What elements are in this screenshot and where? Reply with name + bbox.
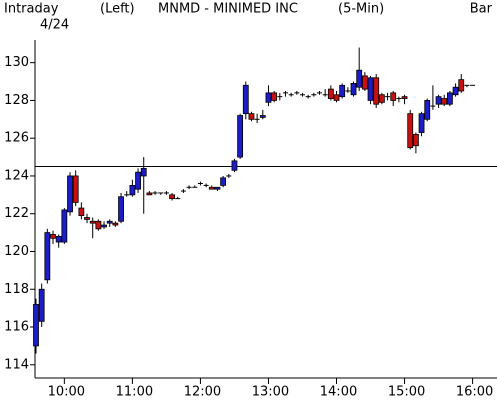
x-tick-label: 10:00 bbox=[48, 385, 85, 400]
candle-body bbox=[407, 113, 414, 149]
candle-body bbox=[237, 115, 244, 158]
candle-body bbox=[418, 113, 425, 133]
candle-body bbox=[390, 92, 397, 101]
y-tick-label: 114 bbox=[4, 357, 29, 372]
candle-body bbox=[447, 92, 453, 105]
y-tick-label: 126 bbox=[4, 131, 29, 146]
axis-side: (Left) bbox=[100, 2, 135, 17]
candle-body bbox=[401, 96, 408, 99]
candle-body bbox=[339, 84, 346, 98]
x-tick-label: 15:00 bbox=[388, 385, 425, 400]
candle-body bbox=[231, 160, 238, 171]
candle-body bbox=[208, 186, 215, 190]
candle-body bbox=[458, 79, 465, 92]
candle-body bbox=[84, 217, 90, 220]
y-tick-label: 124 bbox=[4, 168, 29, 183]
x-tick-label: 12:00 bbox=[184, 385, 221, 400]
style-label: Bar bbox=[470, 2, 493, 17]
candle-body bbox=[412, 134, 419, 147]
candle-body bbox=[452, 86, 459, 96]
candle-body bbox=[95, 220, 102, 230]
y-tick-label: 120 bbox=[4, 244, 29, 259]
candle-body bbox=[118, 196, 124, 222]
candle-body bbox=[89, 220, 96, 224]
candle-body bbox=[135, 171, 141, 190]
candle-body bbox=[361, 75, 368, 90]
x-tick-label: 16:00 bbox=[456, 385, 493, 400]
interval-label: (5-Min) bbox=[338, 2, 384, 17]
candle-body bbox=[129, 184, 136, 196]
candle-body bbox=[435, 96, 442, 105]
chart-title: MNMD - MINIMED INC bbox=[158, 2, 298, 17]
candle-body bbox=[242, 84, 249, 115]
candle-body bbox=[378, 94, 385, 103]
period-label: Intraday bbox=[4, 2, 59, 17]
candle-body bbox=[424, 100, 431, 120]
candle-body bbox=[367, 77, 374, 101]
candle-body bbox=[55, 235, 62, 243]
candle-body bbox=[146, 192, 153, 196]
x-tick-label: 13:00 bbox=[252, 385, 289, 400]
candle-body bbox=[78, 207, 85, 217]
candle-body bbox=[140, 168, 147, 177]
y-tick-label: 130 bbox=[4, 55, 29, 70]
candle-body bbox=[72, 175, 79, 203]
candle-body bbox=[38, 288, 45, 322]
date-label: 4/24 bbox=[40, 18, 69, 33]
candle-body bbox=[214, 186, 221, 190]
candle-body bbox=[33, 303, 39, 347]
candle-body bbox=[333, 94, 340, 101]
candle-body bbox=[271, 92, 278, 101]
candle-body bbox=[327, 88, 334, 99]
y-tick-label: 116 bbox=[4, 320, 29, 335]
candle-body bbox=[67, 175, 73, 213]
y-tick-label: 122 bbox=[4, 206, 29, 221]
y-tick-label: 128 bbox=[4, 93, 29, 108]
candle-body bbox=[106, 220, 113, 224]
candle-body bbox=[373, 77, 380, 105]
candle-body bbox=[259, 115, 266, 118]
candle-body bbox=[356, 69, 363, 88]
x-tick-label: 11:00 bbox=[116, 385, 153, 400]
candle-body bbox=[44, 232, 51, 281]
candle-body bbox=[61, 209, 68, 243]
y-tick-label: 118 bbox=[4, 282, 29, 297]
candle-body bbox=[248, 113, 255, 120]
candle-body bbox=[112, 222, 119, 226]
candle-body bbox=[50, 234, 56, 239]
candle-body bbox=[441, 98, 448, 105]
candle-body bbox=[101, 224, 107, 228]
candle-body bbox=[265, 92, 272, 103]
candle-body bbox=[220, 177, 227, 186]
candle-body bbox=[169, 194, 175, 200]
x-tick-label: 14:00 bbox=[320, 385, 357, 400]
candle-body bbox=[350, 83, 357, 96]
